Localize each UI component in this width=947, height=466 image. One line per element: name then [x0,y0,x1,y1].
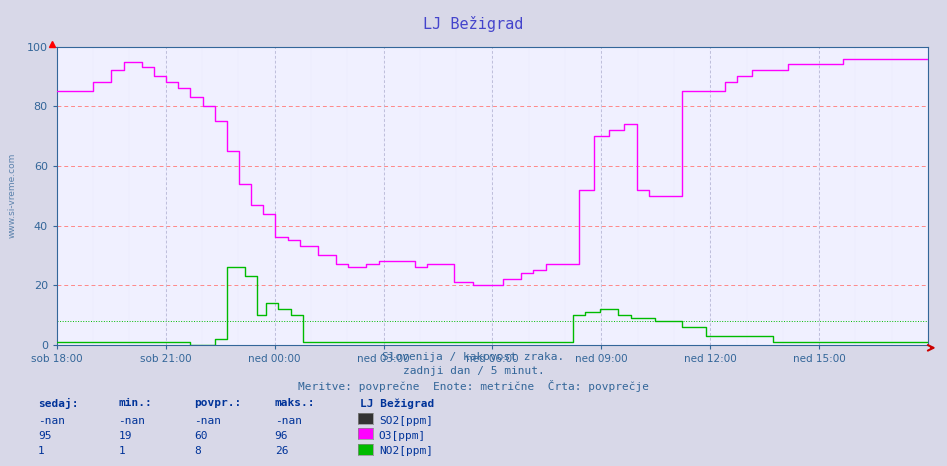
Text: SO2[ppm]: SO2[ppm] [379,416,433,425]
Text: -nan: -nan [118,416,146,425]
Text: min.:: min.: [118,398,152,408]
Text: 1: 1 [38,446,45,456]
Text: 1: 1 [118,446,125,456]
Text: zadnji dan / 5 minut.: zadnji dan / 5 minut. [402,366,545,376]
Text: Meritve: povprečne  Enote: metrične  Črta: povprečje: Meritve: povprečne Enote: metrične Črta:… [298,380,649,392]
Text: O3[ppm]: O3[ppm] [379,431,426,441]
Text: maks.:: maks.: [275,398,315,408]
Text: -nan: -nan [194,416,222,425]
Text: 96: 96 [275,431,288,441]
Text: sedaj:: sedaj: [38,398,79,410]
Text: 26: 26 [275,446,288,456]
Text: 19: 19 [118,431,132,441]
Text: 60: 60 [194,431,207,441]
Text: LJ Bežigrad: LJ Bežigrad [423,16,524,32]
Text: povpr.:: povpr.: [194,398,241,408]
Text: -nan: -nan [275,416,302,425]
Text: LJ Bežigrad: LJ Bežigrad [360,398,434,409]
Text: 8: 8 [194,446,201,456]
Text: Slovenija / kakovost zraka.: Slovenija / kakovost zraka. [383,352,564,362]
Text: 95: 95 [38,431,51,441]
Text: -nan: -nan [38,416,65,425]
Text: www.si-vreme.com: www.si-vreme.com [8,153,17,239]
Text: NO2[ppm]: NO2[ppm] [379,446,433,456]
